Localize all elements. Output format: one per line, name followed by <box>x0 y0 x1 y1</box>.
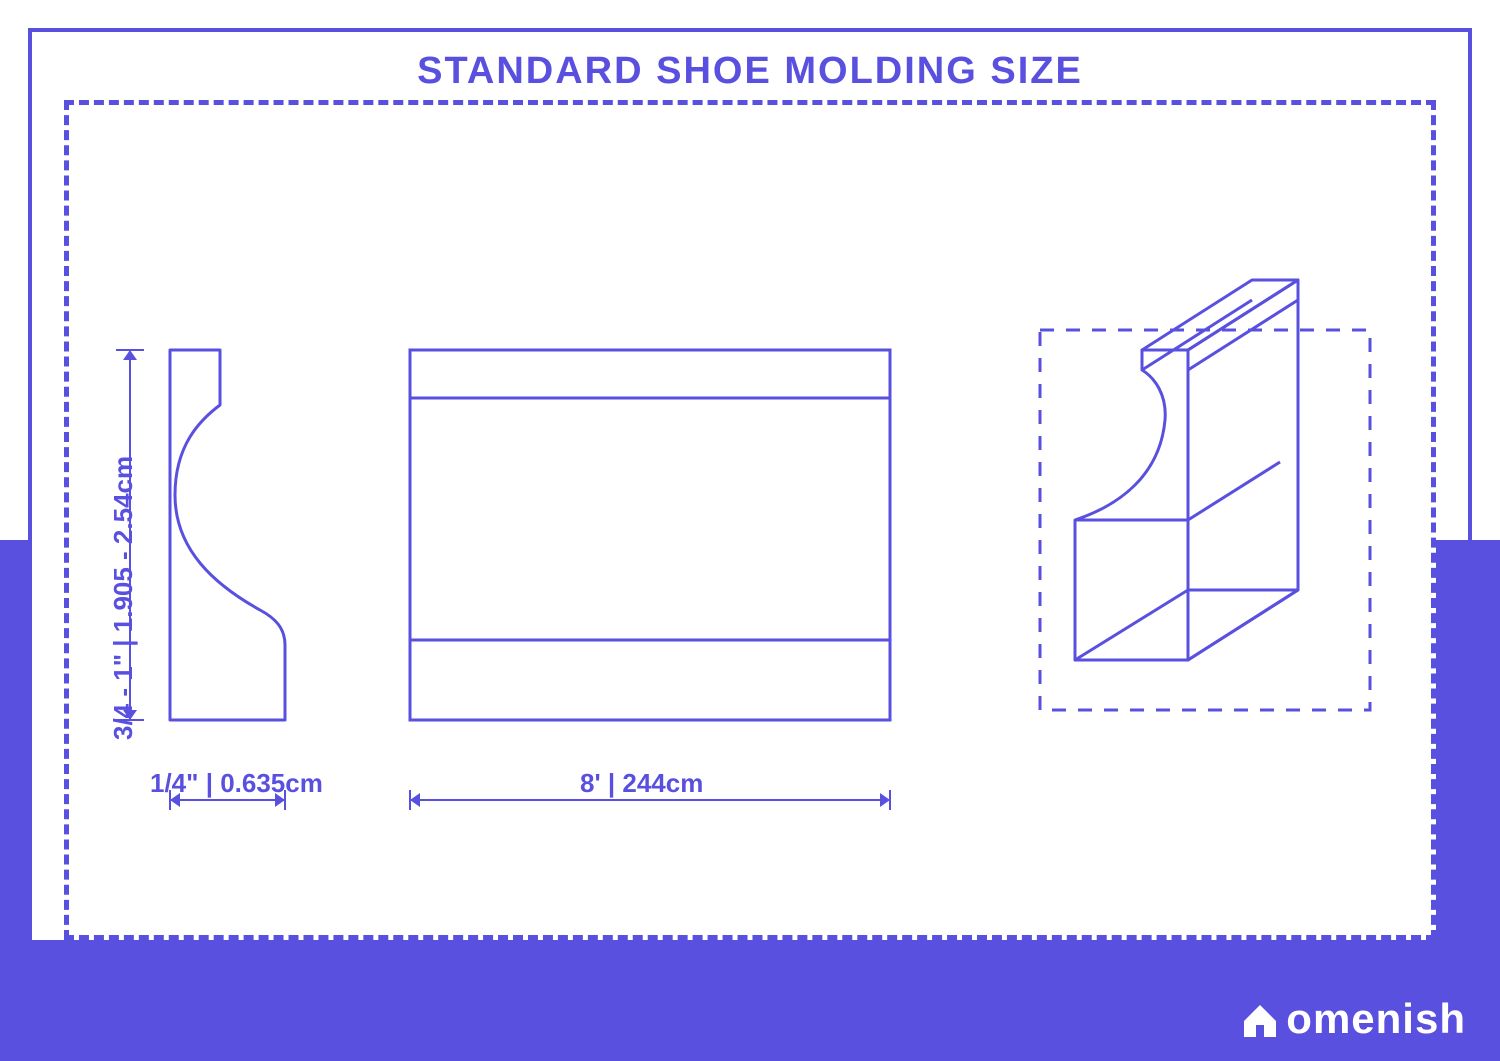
watermark: omenish <box>1240 995 1466 1043</box>
iso-view <box>1040 280 1370 710</box>
side-view <box>410 350 890 720</box>
house-icon <box>1240 999 1280 1039</box>
dimensions <box>116 350 890 810</box>
length-label: 8' | 244cm <box>580 768 703 799</box>
height-label: 3/4 - 1" | 1.905 - 2.54cm <box>108 456 139 740</box>
profile-view <box>170 350 285 720</box>
width-label: 1/4" | 0.635cm <box>150 768 323 799</box>
diagram-canvas: STANDARD SHOE MOLDING SIZE 3/4 - 1" | 1.… <box>0 0 1500 1061</box>
diagram-svg <box>0 0 1500 1061</box>
watermark-text: omenish <box>1286 995 1466 1043</box>
